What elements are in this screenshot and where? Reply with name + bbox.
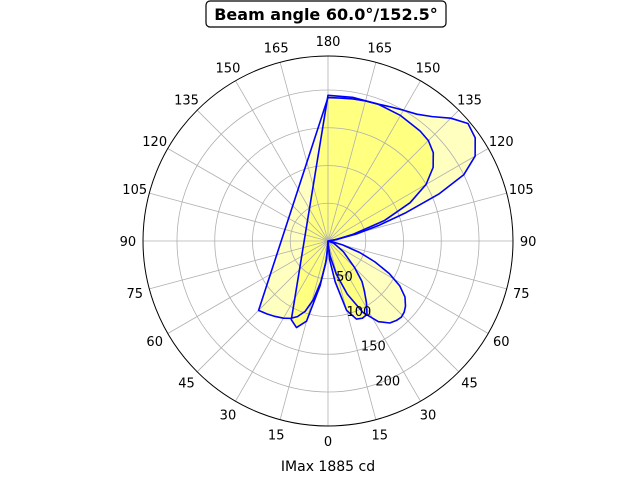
angle-tick-left-60: 60 (146, 335, 163, 350)
angle-tick-right-150: 150 (416, 62, 441, 77)
angle-tick-left-30: 30 (220, 408, 237, 423)
radial-tick-150: 150 (361, 340, 386, 355)
angle-tick-right-90: 90 (520, 235, 537, 250)
chart-title: Beam angle 60.0°/152.5° (205, 0, 447, 28)
grid-spoke-75 (327, 240, 507, 290)
grid-spoke-285 (149, 240, 329, 290)
grid-spoke-165 (327, 62, 377, 242)
polar-frame (142, 55, 514, 427)
grid-spoke-45 (327, 240, 460, 373)
radial-tick-labels: 50 100 150 200 (336, 270, 400, 390)
angle-tick-left-105: 105 (122, 183, 147, 198)
inner-curve-line (290, 94, 435, 329)
angle-tick-right-135: 135 (457, 94, 482, 109)
grid-spoke-225 (196, 109, 329, 242)
grid-spoke-135 (327, 109, 460, 242)
angle-tick-left-135: 135 (174, 94, 199, 109)
title-box (205, 0, 447, 28)
angle-tick-right-60: 60 (493, 335, 510, 350)
radial-tick-50: 50 (336, 270, 353, 285)
angle-tick-left-75: 75 (126, 287, 143, 302)
x-axis-label: IMax 1885 cd (281, 459, 375, 475)
grid-spoke-240 (167, 148, 329, 242)
grid-spoke-195 (279, 62, 329, 242)
angle-tick-0: 0 (324, 435, 332, 450)
grid-spoke-315 (196, 240, 329, 373)
grid-spoke-60 (327, 240, 489, 334)
angle-tick-right-165: 165 (367, 42, 392, 57)
angle-tick-right-105: 105 (509, 183, 534, 198)
grid-spoke-210 (235, 80, 329, 242)
curve-outlines (257, 94, 477, 329)
grid-spoke-345 (279, 240, 329, 420)
angle-tick-right-75: 75 (513, 287, 530, 302)
angle-tick-right-45: 45 (461, 376, 478, 391)
angle-tick-labels: 0 15 15 30 30 45 45 60 60 75 75 90 90 105 105 120 120 135… (120, 35, 537, 450)
radial-tick-100: 100 (346, 305, 371, 320)
angle-tick-left-45: 45 (178, 376, 195, 391)
grid-spoke-150 (327, 80, 421, 242)
angle-tick-right-15: 15 (372, 428, 389, 443)
grid-spoke-120 (327, 148, 489, 242)
angle-tick-left-150: 150 (216, 62, 241, 77)
radial-tick-200: 200 (375, 375, 400, 390)
angle-tick-right-120: 120 (489, 135, 514, 150)
polar-grid (142, 55, 514, 427)
title-text: Beam angle 60.0°/152.5° (214, 5, 438, 24)
grid-spoke-330 (235, 240, 329, 402)
angle-tick-left-165: 165 (264, 42, 289, 57)
grid-spoke-30 (327, 240, 421, 402)
angle-tick-left-90: 90 (120, 235, 137, 250)
angle-tick-right-30: 30 (420, 408, 437, 423)
angle-tick-left-120: 120 (142, 135, 167, 150)
inner-curve-fill (291, 95, 434, 328)
angle-tick-left-15: 15 (268, 428, 285, 443)
angle-tick-180: 180 (316, 35, 341, 50)
grid-spoke-255 (149, 192, 329, 242)
